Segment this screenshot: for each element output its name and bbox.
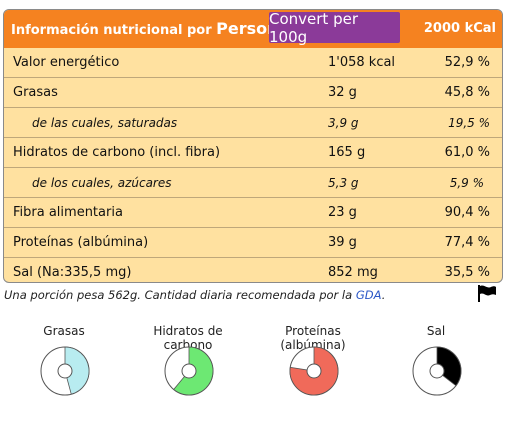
nutrient-amount: 23 g xyxy=(328,205,357,220)
nutrient-percent: 35,5 % xyxy=(444,265,490,280)
serving-footnote: Una porción pesa 562g. Cantidad diaria r… xyxy=(4,288,385,302)
chart-label: Sal xyxy=(426,324,446,338)
donut-hole xyxy=(306,363,322,379)
table-row: Hidratos de carbono (incl. fibra) 165 g … xyxy=(4,138,502,168)
donut-chart xyxy=(164,346,214,396)
donut-hole xyxy=(429,363,445,379)
donut-hole xyxy=(57,363,73,379)
title-strong: Person xyxy=(216,19,279,38)
nutrient-amount: 165 g xyxy=(328,145,366,160)
chart-sal: Sal xyxy=(376,320,496,410)
nutrient-percent: 45,8 % xyxy=(444,85,490,100)
daily-value-charts: Grasas Hidratos de carbono Proteínas (al… xyxy=(0,320,506,420)
donut-hole xyxy=(181,363,197,379)
nutrition-table: Valor energético 1'058 kcal 52,9 % Grasa… xyxy=(4,48,502,282)
nutrient-name: Grasas xyxy=(13,85,58,100)
panel-title: Información nutricional por Person xyxy=(11,19,279,38)
nutrition-panel: Información nutricional por Person Conve… xyxy=(3,9,503,283)
nutrient-amount: 32 g xyxy=(328,85,357,100)
nutrient-name: de las cuales, saturadas xyxy=(32,116,178,130)
chart-label: Hidratos de carbono xyxy=(153,324,223,352)
nutrient-amount: 3,9 g xyxy=(328,116,359,130)
donut-value-slice xyxy=(436,346,462,387)
donut-chart xyxy=(40,346,90,396)
donut-value-slice xyxy=(64,346,90,395)
gda-link[interactable]: GDA xyxy=(355,288,382,302)
table-row: de los cuales, azúcares 5,3 g 5,9 % xyxy=(4,168,502,198)
convert-per-100g-button[interactable]: Convert per 100g xyxy=(269,10,400,46)
nutrient-amount: 852 mg xyxy=(328,265,378,280)
nutrient-percent: 5,9 % xyxy=(449,176,484,190)
footnote-end: . xyxy=(381,288,386,302)
chart-label: Proteínas (albúmina) xyxy=(280,324,346,352)
table-row: Grasas 32 g 45,8 % xyxy=(4,78,502,108)
nutrient-percent: 61,0 % xyxy=(444,145,490,160)
nutrient-name: Proteínas (albúmina) xyxy=(13,235,149,250)
nutrient-percent: 52,9 % xyxy=(444,55,490,70)
nutrient-name: Sal (Na:335,5 mg) xyxy=(13,265,132,280)
daily-kcal-label: 2000 kCal xyxy=(423,21,496,36)
donut-chart xyxy=(289,346,339,396)
chart-grasas: Grasas xyxy=(4,320,124,410)
footnote-text: Una porción pesa 562g. Cantidad diaria r… xyxy=(4,288,356,302)
table-row: Sal (Na:335,5 mg) 852 mg 35,5 % xyxy=(4,258,502,282)
nutrient-percent: 90,4 % xyxy=(444,205,490,220)
chart-hidratos: Hidratos de carbono xyxy=(128,320,248,410)
title-prefix: Información nutricional por xyxy=(11,23,217,38)
donut-value-slice xyxy=(289,346,339,396)
chart-label: Grasas xyxy=(43,324,85,338)
nutrient-percent: 19,5 % xyxy=(448,116,490,130)
nutrient-name: Hidratos de carbono (incl. fibra) xyxy=(13,145,221,160)
nutrient-amount: 5,3 g xyxy=(328,176,359,190)
table-row: Fibra alimentaria 23 g 90,4 % xyxy=(4,198,502,228)
nutrient-amount: 39 g xyxy=(328,235,357,250)
flag-icon[interactable] xyxy=(477,284,497,302)
nutrient-name: de los cuales, azúcares xyxy=(32,176,172,190)
nutrient-name: Valor energético xyxy=(13,55,120,70)
nutrient-amount: 1'058 kcal xyxy=(328,55,396,70)
donut-chart xyxy=(412,346,462,396)
nutrient-percent: 77,4 % xyxy=(444,235,490,250)
nutrient-name: Fibra alimentaria xyxy=(13,205,123,220)
table-row: Valor energético 1'058 kcal 52,9 % xyxy=(4,48,502,78)
table-row: de las cuales, saturadas 3,9 g 19,5 % xyxy=(4,108,502,138)
chart-proteinas: Proteínas (albúmina) xyxy=(253,320,373,410)
panel-header: Información nutricional por Person Conve… xyxy=(4,10,502,48)
table-row: Proteínas (albúmina) 39 g 77,4 % xyxy=(4,228,502,258)
